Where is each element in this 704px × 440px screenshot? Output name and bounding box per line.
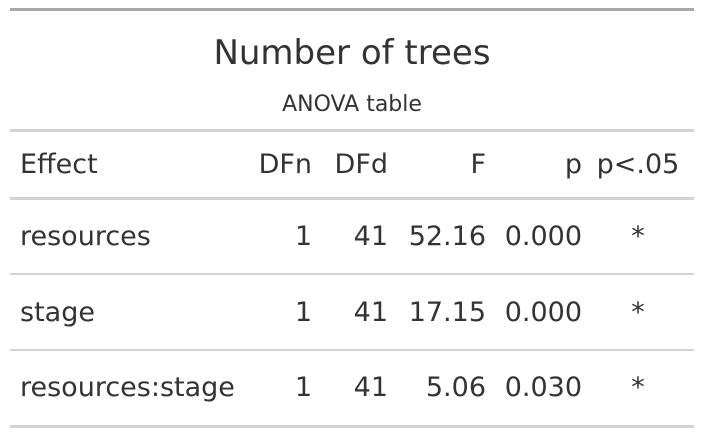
cell-p: 0.030 <box>486 350 582 428</box>
column-header-p: p <box>486 132 582 200</box>
cell-f: 52.16 <box>388 198 486 275</box>
table-heading: Number of trees ANOVA table <box>10 11 694 129</box>
anova-table: Effect DFn DFd F p p<.05 resources 1 41 … <box>10 132 694 428</box>
table-title: Number of trees <box>213 33 491 73</box>
cell-p: 0.000 <box>486 198 582 275</box>
cell-significance: * <box>582 198 694 275</box>
cell-f: 5.06 <box>388 350 486 428</box>
column-header-significance: p<.05 <box>582 132 694 200</box>
table-row: resources 1 41 52.16 0.000 * <box>10 198 694 275</box>
column-header-dfn: DFn <box>242 132 312 200</box>
cell-dfd: 41 <box>312 274 388 351</box>
cell-p: 0.000 <box>486 274 582 351</box>
cell-effect: stage <box>10 274 242 351</box>
top-border <box>10 8 694 11</box>
cell-dfn: 1 <box>242 350 312 428</box>
cell-dfn: 1 <box>242 198 312 275</box>
column-header-dfd: DFd <box>312 132 388 200</box>
column-header-effect: Effect <box>10 132 242 200</box>
anova-table-container: Number of trees ANOVA table Effect DFn D… <box>10 8 694 428</box>
cell-significance: * <box>582 350 694 428</box>
cell-significance: * <box>582 274 694 351</box>
cell-dfd: 41 <box>312 198 388 275</box>
cell-dfn: 1 <box>242 274 312 351</box>
table-subtitle: ANOVA table <box>282 92 422 117</box>
table-row: resources:stage 1 41 5.06 0.030 * <box>10 350 694 428</box>
header-row: Effect DFn DFd F p p<.05 <box>10 132 694 200</box>
cell-f: 17.15 <box>388 274 486 351</box>
cell-effect: resources <box>10 198 242 275</box>
cell-effect: resources:stage <box>10 350 242 428</box>
cell-dfd: 41 <box>312 350 388 428</box>
column-header-f: F <box>388 132 486 200</box>
heading-divider <box>10 129 694 132</box>
table-row: stage 1 41 17.15 0.000 * <box>10 274 694 351</box>
